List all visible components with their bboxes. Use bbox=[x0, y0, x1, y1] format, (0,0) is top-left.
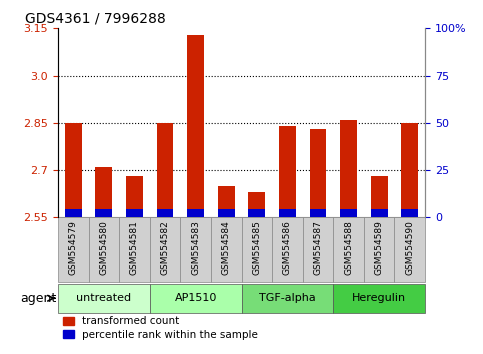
Text: Heregulin: Heregulin bbox=[352, 293, 406, 303]
Text: GSM554588: GSM554588 bbox=[344, 220, 353, 275]
Text: GDS4361 / 7996288: GDS4361 / 7996288 bbox=[25, 12, 166, 26]
FancyBboxPatch shape bbox=[364, 217, 395, 282]
Bar bbox=[248, 209, 265, 217]
Bar bbox=[126, 209, 143, 217]
Bar bbox=[340, 120, 357, 217]
FancyBboxPatch shape bbox=[333, 284, 425, 313]
Text: AP1510: AP1510 bbox=[174, 293, 217, 303]
Text: GSM554585: GSM554585 bbox=[252, 220, 261, 275]
FancyBboxPatch shape bbox=[303, 217, 333, 282]
Bar bbox=[248, 192, 265, 217]
Bar bbox=[401, 123, 418, 217]
FancyBboxPatch shape bbox=[272, 217, 303, 282]
Text: untreated: untreated bbox=[76, 293, 131, 303]
Bar bbox=[401, 209, 418, 217]
Text: GSM554581: GSM554581 bbox=[130, 220, 139, 275]
Bar bbox=[126, 176, 143, 217]
Text: agent: agent bbox=[20, 292, 57, 305]
Bar bbox=[96, 167, 112, 217]
Bar bbox=[65, 123, 82, 217]
FancyBboxPatch shape bbox=[333, 217, 364, 282]
FancyBboxPatch shape bbox=[242, 217, 272, 282]
Bar bbox=[218, 209, 235, 217]
Bar bbox=[279, 126, 296, 217]
FancyBboxPatch shape bbox=[180, 217, 211, 282]
FancyBboxPatch shape bbox=[211, 217, 242, 282]
Legend: transformed count, percentile rank within the sample: transformed count, percentile rank withi… bbox=[63, 316, 258, 339]
Text: GSM554579: GSM554579 bbox=[69, 220, 78, 275]
FancyBboxPatch shape bbox=[119, 217, 150, 282]
FancyBboxPatch shape bbox=[58, 284, 150, 313]
Bar bbox=[96, 209, 112, 217]
FancyBboxPatch shape bbox=[88, 217, 119, 282]
Bar bbox=[371, 209, 387, 217]
FancyBboxPatch shape bbox=[242, 284, 333, 313]
Text: TGF-alpha: TGF-alpha bbox=[259, 293, 316, 303]
Bar bbox=[310, 129, 327, 217]
Bar bbox=[156, 209, 173, 217]
Bar bbox=[156, 123, 173, 217]
Bar bbox=[310, 209, 327, 217]
Text: GSM554590: GSM554590 bbox=[405, 220, 414, 275]
Text: GSM554584: GSM554584 bbox=[222, 220, 231, 275]
Bar bbox=[187, 35, 204, 217]
FancyBboxPatch shape bbox=[58, 217, 88, 282]
Text: GSM554589: GSM554589 bbox=[375, 220, 384, 275]
FancyBboxPatch shape bbox=[395, 217, 425, 282]
FancyBboxPatch shape bbox=[150, 284, 242, 313]
Bar bbox=[371, 176, 387, 217]
Bar bbox=[279, 209, 296, 217]
FancyBboxPatch shape bbox=[150, 217, 180, 282]
Bar bbox=[65, 209, 82, 217]
Text: GSM554582: GSM554582 bbox=[160, 220, 170, 275]
Text: GSM554586: GSM554586 bbox=[283, 220, 292, 275]
Bar bbox=[340, 209, 357, 217]
Bar bbox=[187, 209, 204, 217]
Bar bbox=[218, 185, 235, 217]
Text: GSM554583: GSM554583 bbox=[191, 220, 200, 275]
Text: GSM554587: GSM554587 bbox=[313, 220, 323, 275]
Text: GSM554580: GSM554580 bbox=[99, 220, 108, 275]
